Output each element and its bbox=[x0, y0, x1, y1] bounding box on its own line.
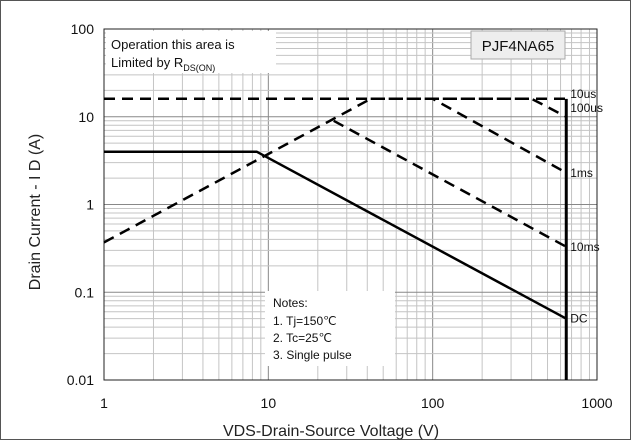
y-tick-label: 100 bbox=[71, 21, 95, 37]
plot-border bbox=[103, 28, 598, 381]
annotation-line1: Operation this area is bbox=[111, 37, 235, 52]
note-2: 2. Tc=25℃ bbox=[273, 331, 332, 345]
annotation-line2-prefix: Limited by R bbox=[111, 55, 183, 70]
note-1: 1. Tj=150℃ bbox=[273, 314, 337, 328]
x-tick-labels: 1 10 100 1000 bbox=[100, 395, 613, 411]
note-3: 3. Single pulse bbox=[273, 348, 352, 362]
series-line-10ms bbox=[333, 119, 567, 248]
y-tick-label: 10 bbox=[78, 109, 94, 125]
series-label-10ms: 10ms bbox=[570, 240, 599, 254]
x-tick-label: 100 bbox=[421, 395, 445, 411]
series-label-dc: DC bbox=[570, 312, 588, 326]
annotation-box bbox=[106, 31, 276, 73]
y-tick-label: 0.01 bbox=[67, 372, 94, 388]
series-line-dc bbox=[104, 150, 567, 320]
x-tick-label: 1 bbox=[100, 395, 108, 411]
x-axis-label: VDS-Drain-Source Voltage (V) bbox=[223, 423, 439, 440]
series-line-10us bbox=[370, 97, 567, 118]
series-line-1ms bbox=[370, 97, 567, 174]
x-tick-label: 1000 bbox=[581, 395, 612, 411]
chart-title: PJF4NA65 bbox=[482, 38, 555, 55]
y-tick-labels: 0.01 0.1 1 10 100 bbox=[67, 21, 94, 388]
annotation-line2: Limited by RDS(ON) bbox=[111, 55, 215, 73]
notes-box bbox=[265, 291, 395, 366]
y-tick-label: 0.1 bbox=[75, 284, 95, 300]
rdson-limit-line bbox=[103, 97, 372, 244]
x-tick-label: 10 bbox=[261, 395, 277, 411]
annotation-line2-sub: DS(ON) bbox=[183, 63, 215, 73]
series-label-1ms: 1ms bbox=[570, 166, 593, 180]
title-box bbox=[470, 30, 566, 60]
soa-curves bbox=[103, 97, 568, 380]
series-label-10us: 10us bbox=[570, 87, 596, 101]
y-axis-label: Drain Current - I D (A) bbox=[27, 134, 44, 290]
series-label-100us: 100us bbox=[570, 101, 603, 115]
notes-title: Notes: bbox=[273, 296, 308, 310]
y-tick-label: 1 bbox=[86, 197, 94, 213]
